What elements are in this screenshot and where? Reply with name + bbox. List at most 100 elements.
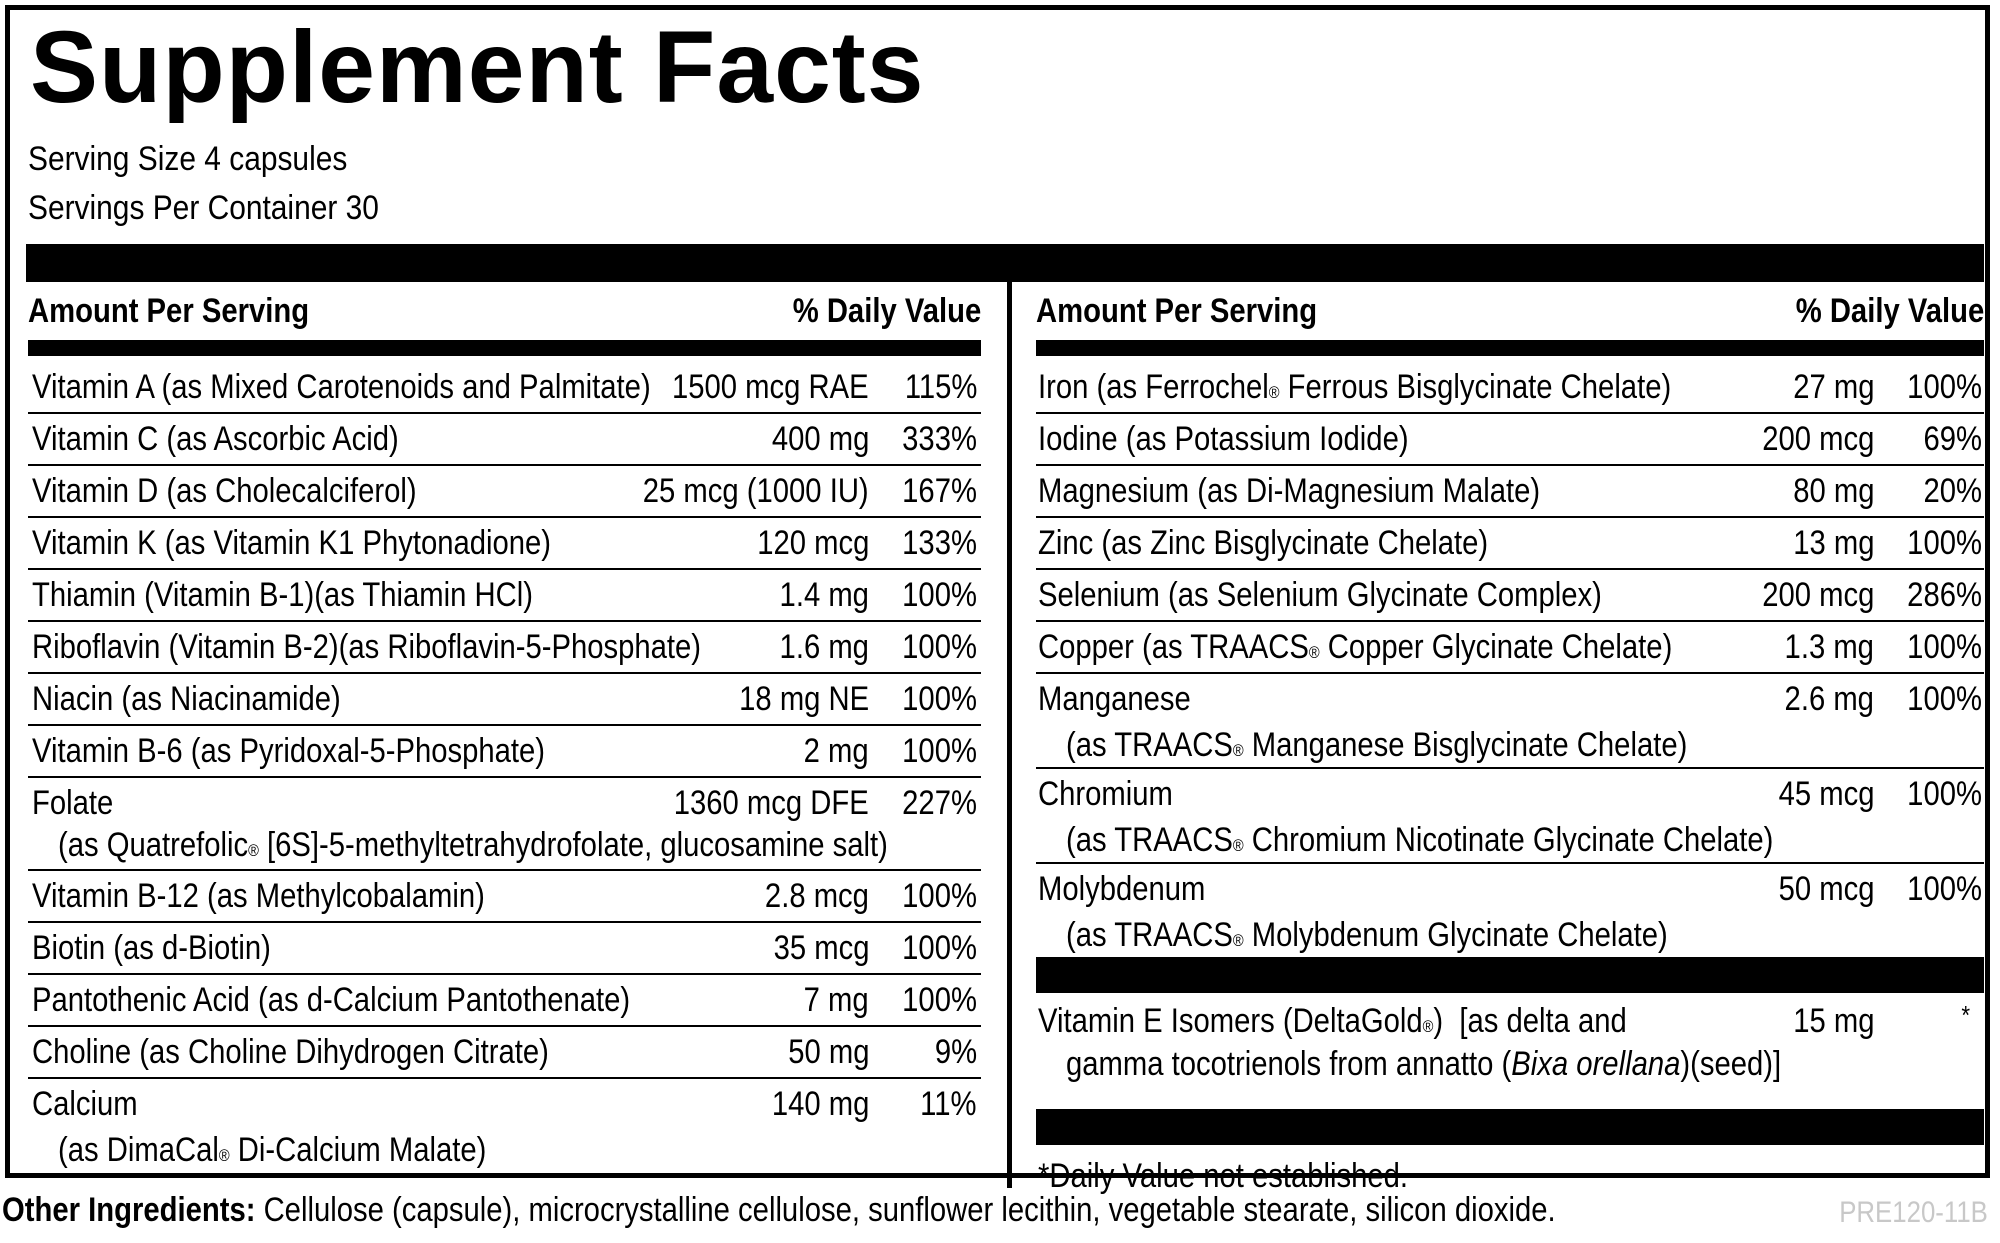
nutrient-name: Vitamin K (as Vitamin K1 Phytonadione) xyxy=(32,524,552,562)
nutrient-daily-value: 100% xyxy=(902,877,977,915)
nutrient-name-text: Ferrous Bisglycinate Chelate) xyxy=(1279,368,1672,406)
nutrient-amount: 25 mcg (1000 IU) xyxy=(643,472,869,510)
serving-size: Serving Size 4 capsules xyxy=(28,140,348,178)
amount-per-serving-header: Amount Per Serving xyxy=(1036,292,1318,330)
daily-value-header: % Daily Value xyxy=(1795,292,1984,330)
registered-mark: ® xyxy=(1232,836,1244,855)
nutrient-name: Riboflavin (Vitamin B-2)(as Riboflavin-5… xyxy=(32,628,702,666)
nutrient-source-text: Molybdenum Glycinate Chelate) xyxy=(1243,916,1668,954)
left-column: Amount Per Serving % Daily Value Vitamin… xyxy=(28,282,981,1172)
nutrient-amount: 200 mcg xyxy=(1761,420,1874,458)
nutrient-row: Zinc (as Zinc Bisglycinate Chelate) 13 m… xyxy=(1036,518,1984,570)
nutrient-name: Folate xyxy=(32,784,114,822)
nutrient-daily-value: 9% xyxy=(934,1033,977,1071)
nutrient-daily-value: 133% xyxy=(902,524,977,562)
registered-mark: ® xyxy=(1308,643,1320,662)
nutrient-row: Thiamin (Vitamin B-1)(as Thiamin HCl) 1.… xyxy=(28,570,981,622)
right-column: Amount Per Serving % Daily Value Iron (a… xyxy=(1036,282,1984,1195)
nutrient-daily-value: 167% xyxy=(902,472,977,510)
nutrient-row: Iron (as Ferrochel® Ferrous Bisglycinate… xyxy=(1036,362,1984,414)
nutrient-amount: 1500 mcg RAE xyxy=(672,368,869,406)
nutrient-row: Vitamin C (as Ascorbic Acid) 400 mg 333% xyxy=(28,414,981,466)
nutrient-amount: 140 mg xyxy=(771,1085,869,1123)
nutrient-daily-value: 20% xyxy=(1923,472,1982,510)
nutrient-row: Riboflavin (Vitamin B-2)(as Riboflavin-5… xyxy=(28,622,981,674)
amount-per-serving-header: Amount Per Serving xyxy=(28,292,310,330)
nutrient-amount: 35 mcg xyxy=(773,929,869,967)
nutrient-amount: 1.3 mg xyxy=(1784,628,1874,666)
nutrient-amount: 1.4 mg xyxy=(779,576,869,614)
column-divider xyxy=(1007,282,1012,1188)
nutrient-row: Choline (as Choline Dihydrogen Citrate) … xyxy=(28,1027,981,1079)
nutrient-name: Copper (as TRAACS® Copper Glycinate Chel… xyxy=(1038,627,1672,667)
nutrient-name: Manganese xyxy=(1038,680,1191,718)
nutrient-row: Manganese 2.6 mg 100% (as TRAACS® Mangan… xyxy=(1036,674,1984,769)
nutrient-amount: 7 mg xyxy=(803,981,869,1019)
nutrient-name-text: Vitamin E Isomers (DeltaGold xyxy=(1038,1002,1423,1040)
nutrient-row: Vitamin B-6 (as Pyridoxal-5-Phosphate) 2… xyxy=(28,726,981,778)
nutrient-row: Magnesium (as Di-Magnesium Malate) 80 mg… xyxy=(1036,466,1984,518)
nutrient-daily-value: 286% xyxy=(1907,576,1982,614)
nutrient-source: gamma tocotrienols from annatto (Bixa or… xyxy=(1066,1044,1781,1084)
nutrient-daily-value: 227% xyxy=(902,784,977,822)
header-thick-rule xyxy=(28,340,981,356)
registered-mark: ® xyxy=(1268,383,1280,402)
nutrient-row: Calcium 140 mg 11% (as DimaCal® Di-Calci… xyxy=(28,1079,981,1172)
nutrient-name: Vitamin D (as Cholecalciferol) xyxy=(32,472,417,510)
nutrient-amount: 50 mcg xyxy=(1778,870,1874,908)
nutrient-daily-value: 69% xyxy=(1923,420,1982,458)
nutrient-amount: 13 mg xyxy=(1792,524,1874,562)
nutrient-row: Iodine (as Potassium Iodide) 200 mcg 69% xyxy=(1036,414,1984,466)
servings-per-container: Servings Per Container 30 xyxy=(28,189,379,227)
nutrient-row: Niacin (as Niacinamide) 18 mg NE 100% xyxy=(28,674,981,726)
nutrient-name-text: ) [as delta and xyxy=(1433,1002,1627,1040)
nutrient-name: Calcium xyxy=(32,1085,138,1123)
nutrient-daily-value: 333% xyxy=(902,420,977,458)
nutrient-source: (as TRAACS® Molybdenum Glycinate Chelate… xyxy=(1066,915,1668,955)
daily-value-header: % Daily Value xyxy=(792,292,981,330)
nutrient-amount: 45 mcg xyxy=(1778,775,1874,813)
nutrient-amount: 1.6 mg xyxy=(779,628,869,666)
nutrient-row: Biotin (as d-Biotin) 35 mcg 100% xyxy=(28,923,981,975)
nutrient-row: Vitamin D (as Cholecalciferol) 25 mcg (1… xyxy=(28,466,981,518)
nutrient-daily-value: 100% xyxy=(902,981,977,1019)
nutrient-name: Molybdenum xyxy=(1038,870,1206,908)
nutrient-source: (as Quatrefolic® [6S]-5-methyltetrahydro… xyxy=(58,825,888,865)
top-thick-rule xyxy=(26,244,1984,282)
nutrient-name: Pantothenic Acid (as d-Calcium Pantothen… xyxy=(32,981,631,1019)
header-thick-rule xyxy=(1036,340,1984,356)
nutrient-row: Vitamin A (as Mixed Carotenoids and Palm… xyxy=(28,362,981,414)
nutrient-daily-value: 100% xyxy=(1907,680,1982,718)
nutrient-amount: 200 mcg xyxy=(1761,576,1874,614)
nutrient-daily-value: 115% xyxy=(904,368,977,406)
nutrient-name: Magnesium (as Di-Magnesium Malate) xyxy=(1038,472,1541,510)
nutrient-daily-value: 100% xyxy=(1907,870,1982,908)
nutrient-name: Choline (as Choline Dihydrogen Citrate) xyxy=(32,1033,549,1071)
other-ingredients-label: Other Ingredients: xyxy=(2,1191,256,1229)
nutrient-name: Vitamin E Isomers (DeltaGold®) [as delta… xyxy=(1038,1001,1627,1041)
registered-mark: ® xyxy=(218,1146,230,1165)
nutrient-row: Pantothenic Acid (as d-Calcium Pantothen… xyxy=(28,975,981,1027)
nutrient-amount: 50 mg xyxy=(787,1033,869,1071)
nutrient-amount: 120 mcg xyxy=(756,524,869,562)
nutrient-name: Vitamin A (as Mixed Carotenoids and Palm… xyxy=(32,368,651,406)
product-code: PRE120-11B xyxy=(1839,1196,1988,1229)
nutrient-name: Biotin (as d-Biotin) xyxy=(32,929,271,967)
nutrient-name: Niacin (as Niacinamide) xyxy=(32,680,341,718)
nutrient-daily-value: 100% xyxy=(1907,628,1982,666)
footnote: *Daily Value not established. xyxy=(1036,1145,1984,1195)
nutrient-amount: 2.8 mcg xyxy=(764,877,869,915)
nutrient-source: (as TRAACS® Chromium Nicotinate Glycinat… xyxy=(1066,820,1773,860)
nutrient-source-text: (as Quatrefolic xyxy=(58,826,249,864)
nutrient-name: Selenium (as Selenium Glycinate Complex) xyxy=(1038,576,1602,614)
nutrient-daily-value: 100% xyxy=(1907,775,1982,813)
nutrient-daily-value: 11% xyxy=(920,1085,977,1123)
nutrient-name: Zinc (as Zinc Bisglycinate Chelate) xyxy=(1038,524,1489,562)
nutrient-source-text: (as DimaCal xyxy=(58,1131,219,1169)
nutrient-daily-value: 100% xyxy=(902,576,977,614)
nutrient-row: Vitamin K (as Vitamin K1 Phytonadione) 1… xyxy=(28,518,981,570)
nutrient-amount: 1360 mcg DFE xyxy=(673,784,869,822)
nutrient-name-text: Iron (as Ferrochel xyxy=(1038,368,1269,406)
nutrient-source-text: Manganese Bisglycinate Chelate) xyxy=(1243,726,1688,764)
supplement-facts-panel: Supplement Facts Serving Size 4 capsules… xyxy=(5,5,1990,1195)
